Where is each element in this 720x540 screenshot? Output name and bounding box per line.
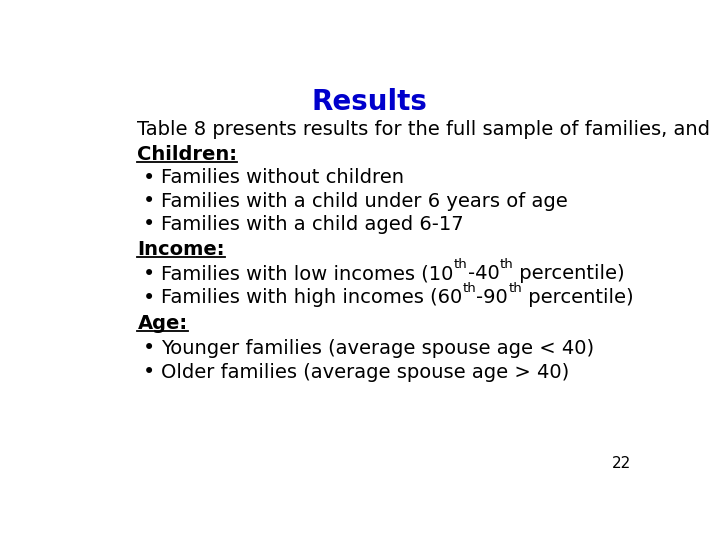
Text: Older families (average spouse age > 40): Older families (average spouse age > 40) xyxy=(161,363,570,382)
Text: th: th xyxy=(463,282,477,295)
Text: •: • xyxy=(143,191,155,211)
Text: Younger families (average spouse age < 40): Younger families (average spouse age < 4… xyxy=(161,339,595,358)
Text: percentile): percentile) xyxy=(513,264,625,283)
Text: Families with a child under 6 years of age: Families with a child under 6 years of a… xyxy=(161,192,568,211)
Text: •: • xyxy=(143,362,155,382)
Text: th: th xyxy=(454,258,467,271)
Text: -40: -40 xyxy=(467,264,499,283)
Text: percentile): percentile) xyxy=(522,288,634,307)
Text: Families with high incomes (60: Families with high incomes (60 xyxy=(161,288,463,307)
Text: Age:: Age: xyxy=(138,314,187,333)
Text: Children:: Children: xyxy=(138,145,238,164)
Text: 22: 22 xyxy=(612,456,631,471)
Text: Families with low incomes (10: Families with low incomes (10 xyxy=(161,264,454,283)
Text: -90: -90 xyxy=(477,288,508,307)
Text: Families with a child aged 6-17: Families with a child aged 6-17 xyxy=(161,215,464,234)
Text: Income:: Income: xyxy=(138,240,225,259)
Text: th: th xyxy=(499,258,513,271)
Text: Families without children: Families without children xyxy=(161,168,405,187)
Text: Table 8 presents results for the full sample of families, and: Table 8 presents results for the full sa… xyxy=(138,120,711,139)
Text: •: • xyxy=(143,168,155,188)
Text: •: • xyxy=(143,214,155,234)
Text: th: th xyxy=(508,282,522,295)
Text: •: • xyxy=(143,288,155,308)
Text: •: • xyxy=(143,339,155,359)
Text: Results: Results xyxy=(311,87,427,116)
Text: •: • xyxy=(143,264,155,284)
